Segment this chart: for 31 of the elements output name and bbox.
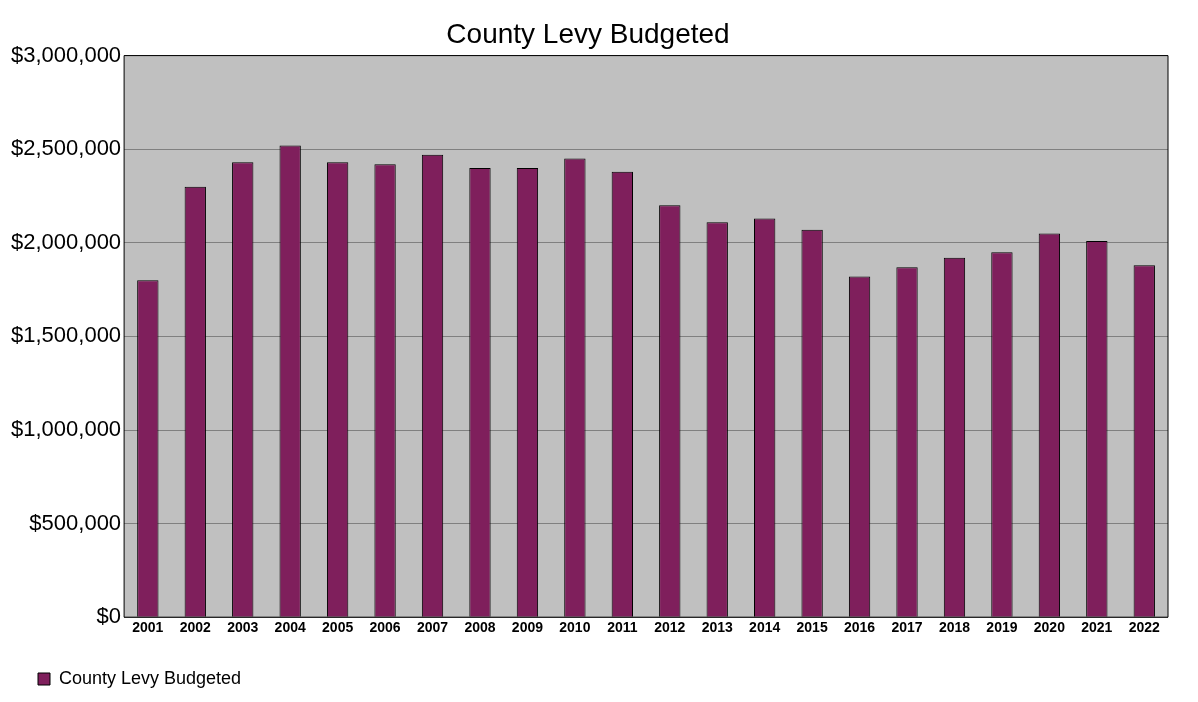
x-tick-label: 2012	[654, 619, 686, 636]
y-tick-label: $0	[96, 603, 122, 629]
x-tick-label: 2002	[179, 619, 212, 636]
y-tick-label: $3,000,000	[11, 41, 122, 67]
x-tick-label: 2020	[1033, 619, 1066, 636]
x-tick-label: 2005	[322, 619, 354, 636]
y-tick-label: $2,500,000	[11, 135, 122, 161]
y-tick-label: $1,000,000	[11, 416, 122, 442]
x-tick-label: 2007	[416, 619, 449, 636]
x-tick-label: 2022	[1128, 619, 1161, 636]
x-tick-label: 2009	[511, 619, 544, 636]
x-tick-label: 2019	[986, 619, 1018, 636]
x-tick-label: 2008	[464, 619, 496, 636]
x-tick-label: 2013	[701, 619, 734, 636]
x-tick-label: 2003	[227, 619, 259, 636]
y-tick-label: $1,500,000	[11, 322, 122, 348]
x-tick-label: 2006	[369, 619, 401, 636]
chart-title: County Levy Budgeted	[446, 17, 730, 49]
x-tick-label: 2001	[132, 619, 164, 636]
y-tick-label: $500,000	[29, 509, 122, 535]
y-tick-label: $2,000,000	[11, 228, 122, 254]
x-tick-label: 2004	[274, 619, 306, 636]
x-tick-label: 2010	[559, 619, 591, 636]
x-tick-label: 2015	[796, 619, 828, 636]
x-tick-label: 2014	[749, 619, 781, 636]
x-tick-label: 2011	[607, 619, 638, 636]
legend-label: County Levy Budgeted	[59, 667, 242, 688]
x-tick-label: 2016	[844, 619, 876, 636]
x-tick-label: 2018	[938, 619, 971, 636]
x-tick-label: 2021	[1081, 619, 1113, 636]
x-tick-label: 2017	[891, 619, 923, 636]
